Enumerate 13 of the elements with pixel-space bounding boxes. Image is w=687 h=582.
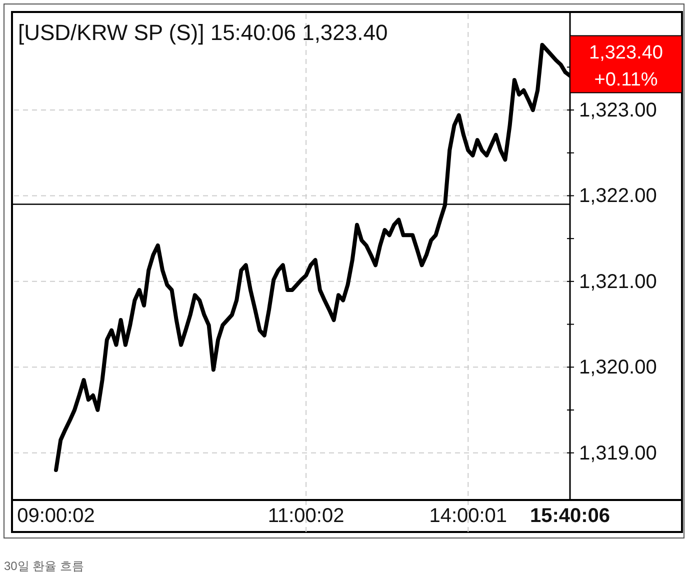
annotation: 1,323.40 [589,42,663,64]
chart-title: [USD/KRW SP (S)] 15:40:06 1,323.40 [18,20,388,45]
x-tick-label: 14:00:01 [429,505,508,528]
y-tick-label: 1,322.00 [579,185,657,208]
y-tick-label: 1,319.00 [579,442,657,464]
x-tick-label: 11:00:02 [268,505,344,528]
y-tick-label: 1,320.00 [579,356,657,379]
text: 30일 환율 흐름 [4,559,84,573]
y-tick-label: 1,321.00 [579,270,657,293]
x-tick-label: 09:00:02 [17,505,95,528]
y-tick-label: 1,323.00 [579,99,657,122]
annotation: +0.11% [594,70,658,91]
x-tick-label: 15:40:06 [530,505,610,528]
